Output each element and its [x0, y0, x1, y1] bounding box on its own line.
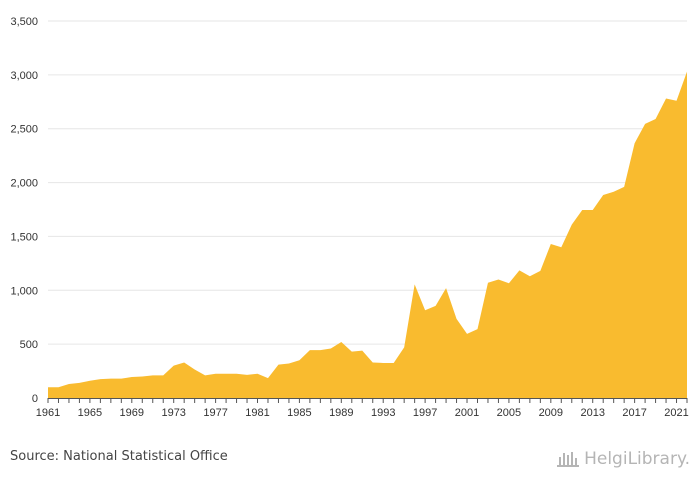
area-series	[48, 71, 687, 398]
y-tick-label: 500	[20, 339, 38, 351]
x-tick-label: 1985	[287, 407, 311, 419]
x-tick-label: 1969	[120, 407, 144, 419]
building-columns-icon	[557, 452, 580, 467]
y-tick-label: 2,000	[10, 178, 38, 190]
x-tick-label: 1997	[413, 407, 437, 419]
x-tick-label: 1989	[329, 407, 353, 419]
logo-text: HelgiLibrary.	[584, 449, 690, 469]
x-tick-label: 1993	[371, 407, 395, 419]
x-tick-label: 2013	[580, 407, 604, 419]
y-tick-label: 3,000	[10, 70, 38, 82]
x-tick-label: 1981	[245, 407, 269, 419]
y-tick-label: 1,500	[10, 231, 38, 243]
x-tick-label: 1965	[78, 407, 102, 419]
y-tick-label: 3,500	[10, 16, 38, 28]
x-tick-label: 2001	[455, 407, 479, 419]
x-tick-label: 1961	[36, 407, 60, 419]
x-tick-label: 1977	[203, 407, 227, 419]
y-tick-label: 0	[32, 393, 38, 405]
x-tick-label: 2005	[497, 407, 521, 419]
y-tick-label: 2,500	[10, 124, 38, 136]
source-note: Source: National Statistical Office	[10, 449, 228, 464]
x-tick-label: 2009	[539, 407, 563, 419]
area-chart: 0 500 1,000 1,500 2,000 2,500 3,000 3,500 1961 1…	[10, 16, 688, 419]
y-tick-label: 1,000	[10, 285, 38, 297]
x-tick-label: 2021	[664, 407, 688, 419]
helgi-library-logo: HelgiLibrary.	[556, 449, 690, 469]
x-tick-label: 1973	[161, 407, 185, 419]
x-tick-label: 2017	[622, 407, 646, 419]
